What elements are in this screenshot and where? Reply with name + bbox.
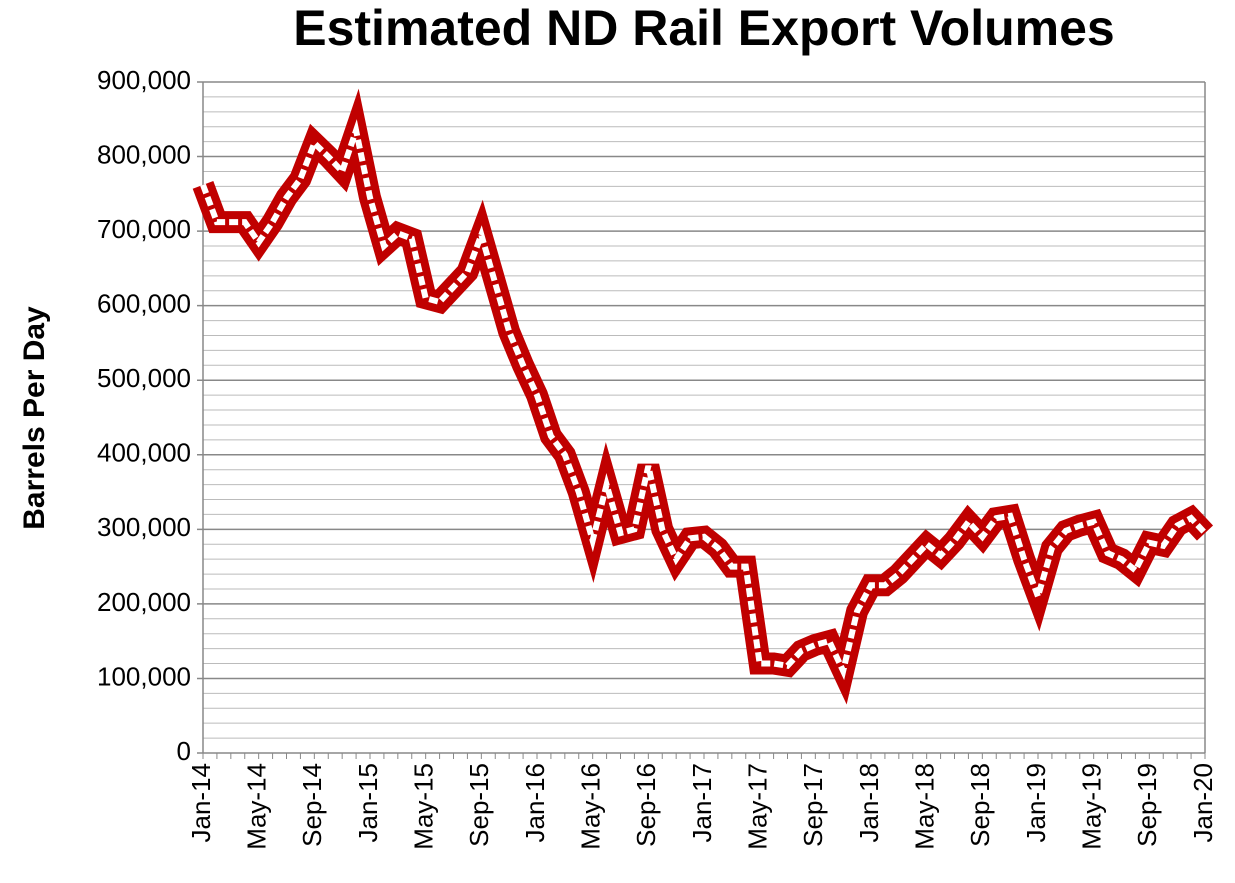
y-tick-label: 200,000	[97, 587, 191, 617]
x-tick-label: May-14	[242, 763, 272, 850]
line	[192, 88, 1214, 705]
x-tick-label: Sep-15	[464, 763, 494, 847]
y-tick-label: 100,000	[97, 661, 191, 691]
x-tick-label: May-17	[743, 763, 773, 850]
x-tick-label: Sep-19	[1132, 763, 1162, 847]
x-tick-label: May-16	[576, 763, 606, 850]
y-tick-label: 400,000	[97, 438, 191, 468]
line-inner	[200, 119, 1208, 681]
x-tick-label: May-15	[409, 763, 439, 850]
y-tick-label: 700,000	[97, 214, 191, 244]
x-tick-label: Jan-18	[854, 763, 884, 843]
y-tick-label: 300,000	[97, 512, 191, 542]
x-tick-label: Sep-17	[798, 763, 828, 847]
y-tick-label: 500,000	[97, 363, 191, 393]
x-tick-label: Jan-15	[353, 763, 383, 843]
x-tick-label: Jan-17	[687, 763, 717, 843]
x-tick-label: Jan-14	[186, 763, 216, 843]
y-tick-label: 800,000	[97, 139, 191, 169]
x-tick-label: Jan-19	[1021, 763, 1051, 843]
x-tick-label: Jan-20	[1188, 763, 1218, 843]
x-tick-label: Sep-18	[965, 763, 995, 847]
chart-title: Estimated ND Rail Export Volumes	[293, 0, 1114, 56]
y-tick-label: 0	[177, 736, 191, 766]
x-tick-label: Sep-16	[631, 763, 661, 847]
x-tick-label: May-19	[1077, 763, 1107, 850]
x-tick-label: Jan-16	[520, 763, 550, 843]
x-tick-label: Sep-14	[297, 763, 327, 847]
y-axis-label: Barrels Per Day	[18, 306, 51, 530]
x-tick-label: May-18	[910, 763, 940, 850]
y-tick-label: 900,000	[97, 65, 191, 95]
y-tick-label: 600,000	[97, 289, 191, 319]
